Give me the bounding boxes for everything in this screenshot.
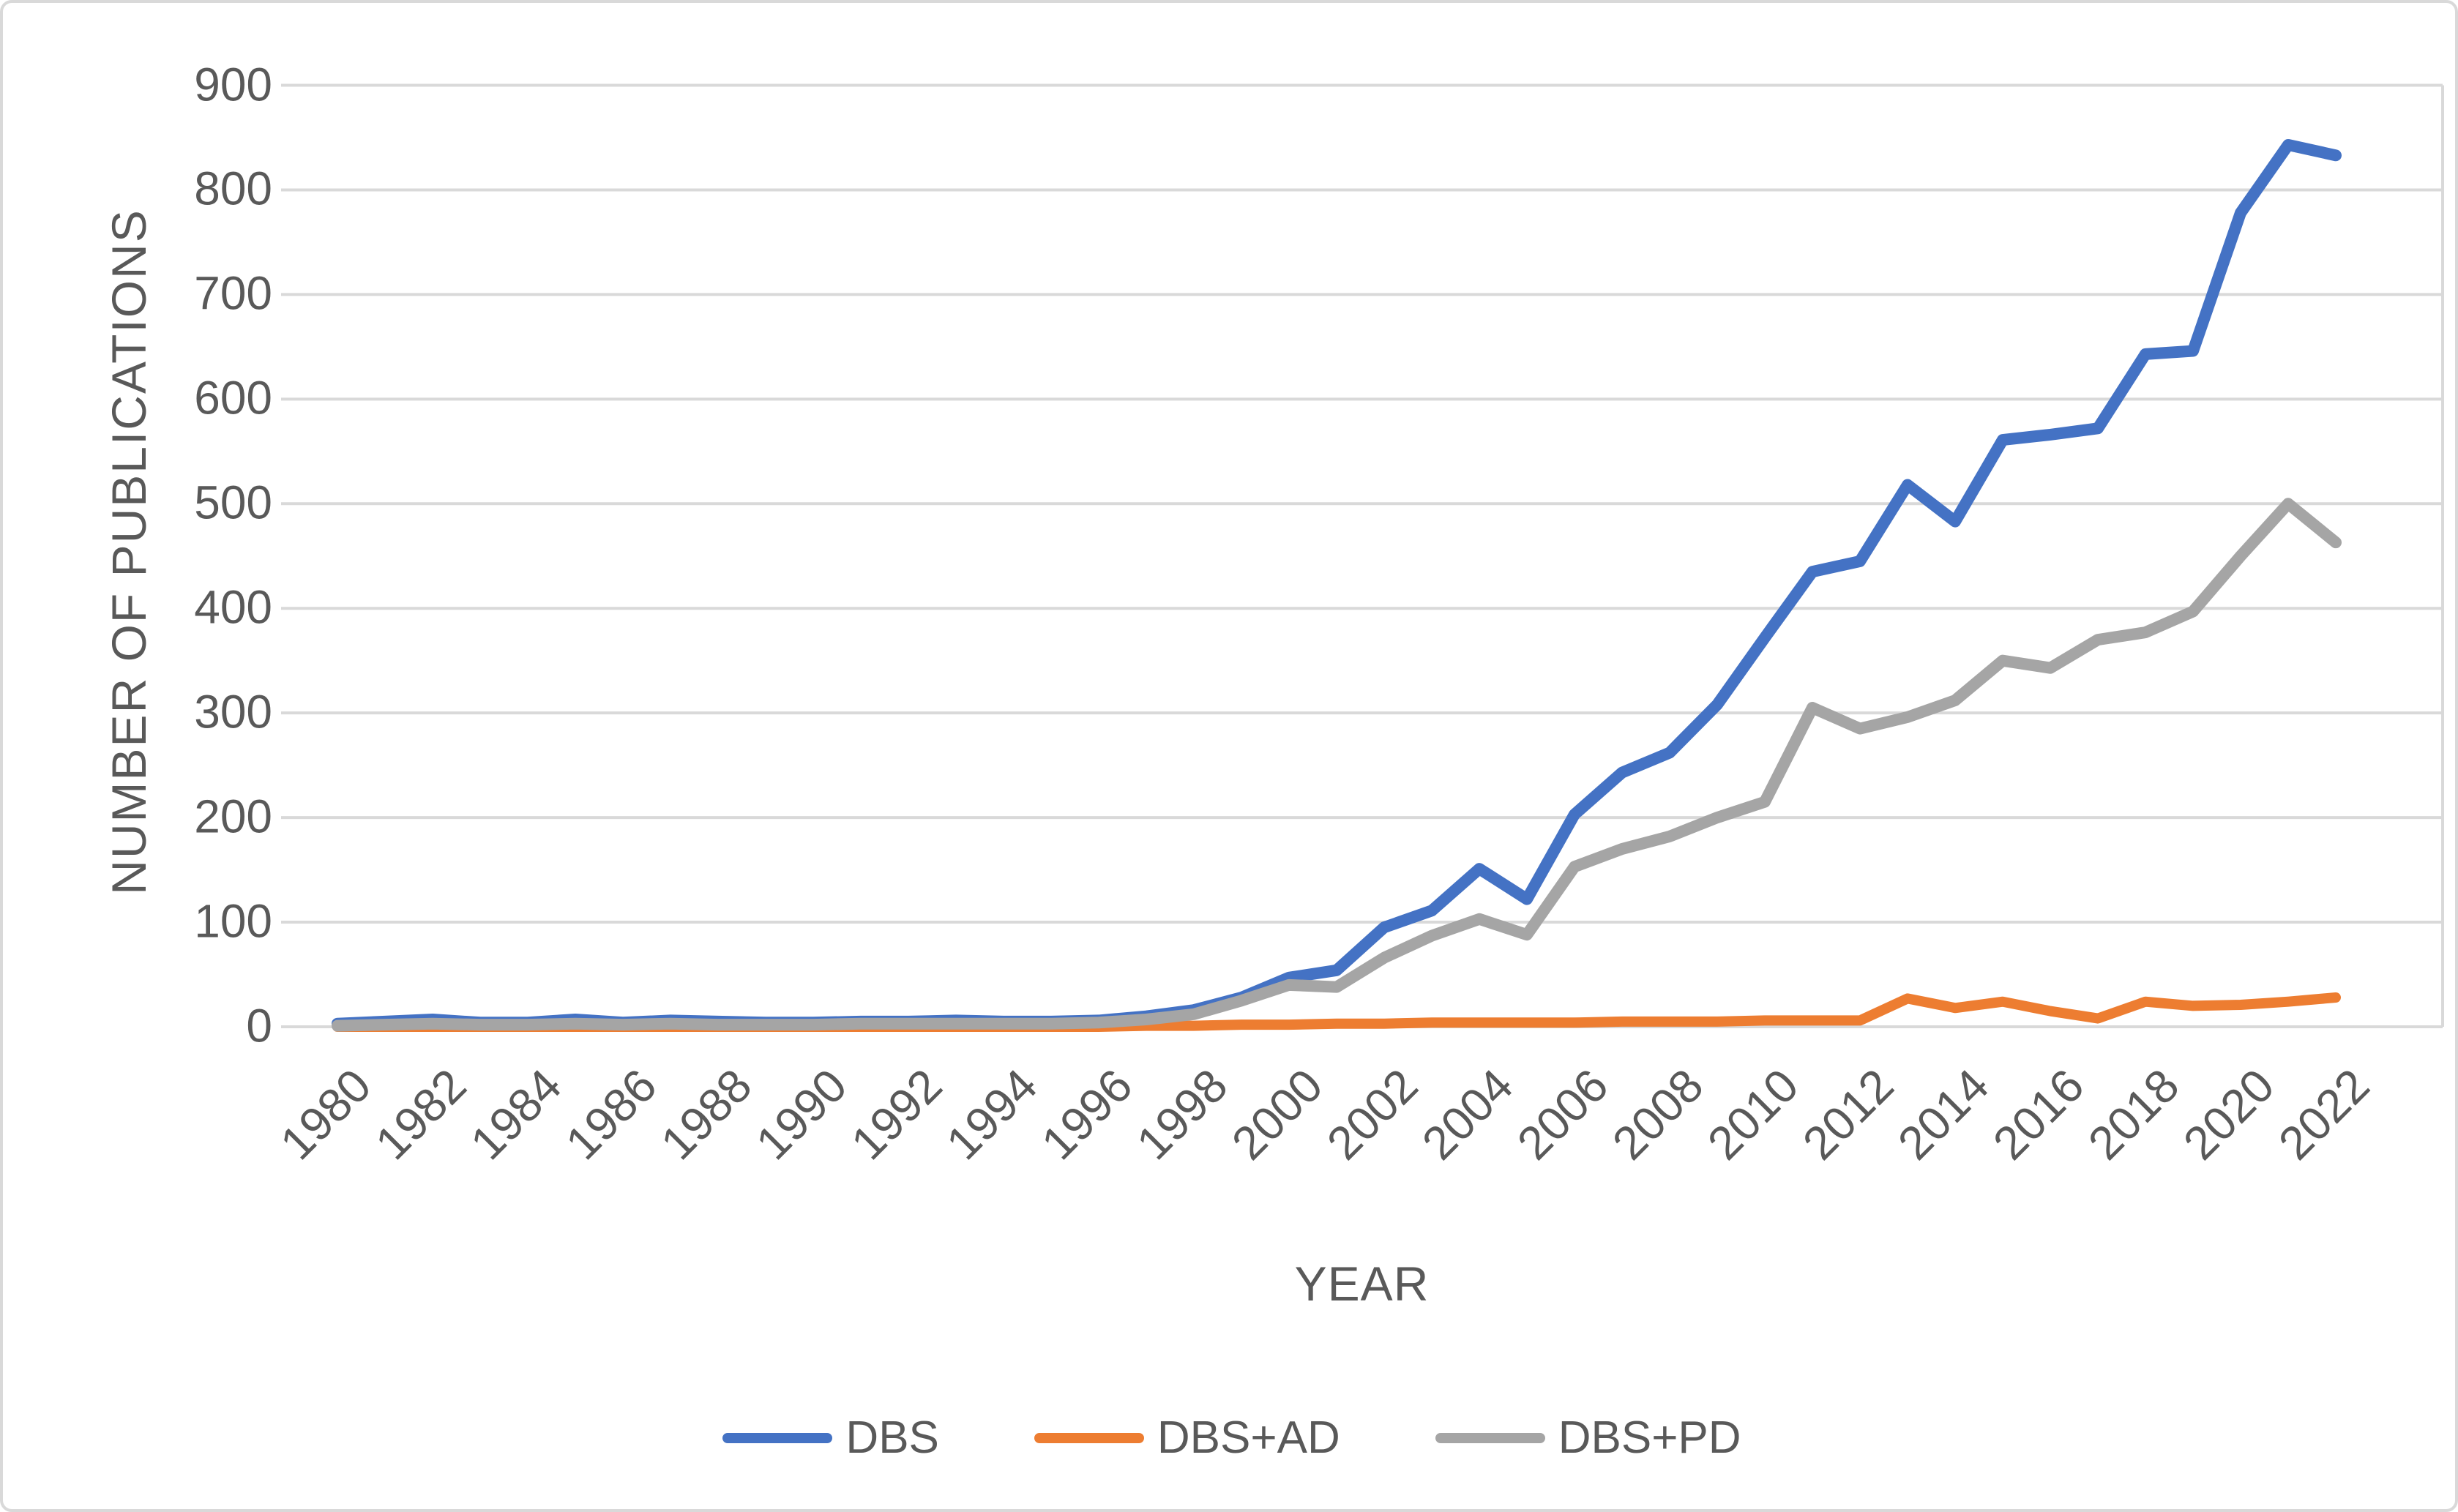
y-axis-title: NUMBER OF PUBLICATIONS (102, 209, 156, 895)
legend: DBS DBS+AD DBS+PD (3, 1412, 2455, 1464)
line-series-dbs (332, 138, 2342, 1030)
legend-swatch-dbs-pd (1435, 1432, 1545, 1443)
legend-item-dbs: DBS (722, 1412, 939, 1464)
legend-swatch-dbs-ad (1034, 1432, 1144, 1443)
line-series-dbs-pd (332, 498, 2342, 1032)
legend-swatch-dbs (722, 1432, 833, 1443)
legend-label-dbs-pd: DBS+PD (1558, 1412, 1741, 1463)
legend-label-dbs: DBS (845, 1412, 939, 1463)
legend-item-dbs-pd: DBS+PD (1435, 1412, 1741, 1464)
x-axis-title: YEAR (1294, 1257, 1430, 1311)
plot-area (281, 83, 2444, 1032)
series-lines (332, 138, 2342, 1032)
legend-label-dbs-ad: DBS+AD (1157, 1412, 1340, 1463)
gridlines (281, 83, 2444, 1028)
legend-item-dbs-ad: DBS+AD (1034, 1412, 1340, 1464)
